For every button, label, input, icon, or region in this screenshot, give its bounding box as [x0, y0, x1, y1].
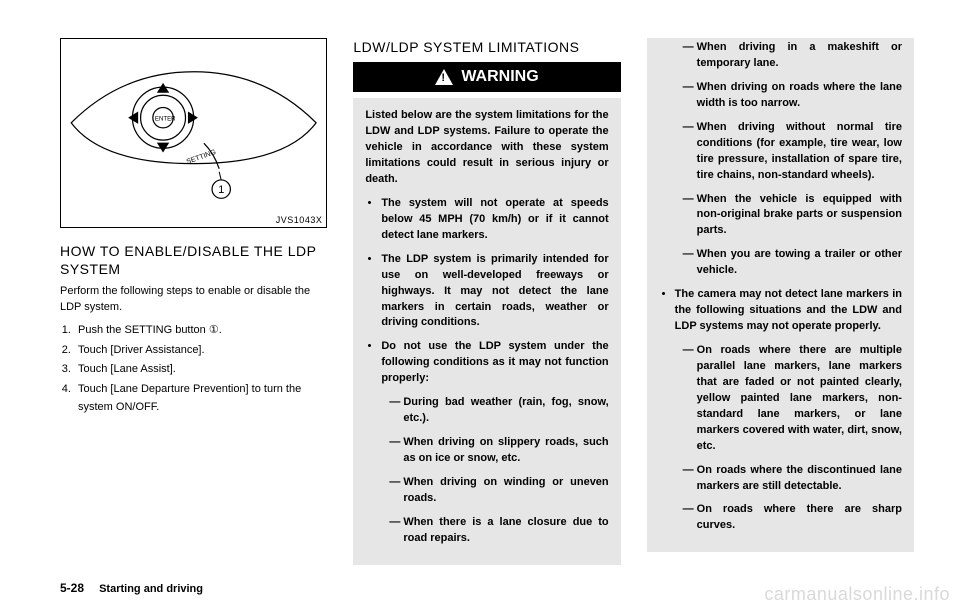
warning-bar: WARNING	[353, 62, 620, 92]
svg-text:1: 1	[218, 184, 224, 196]
step-item: Touch [Lane Assist].	[74, 361, 327, 379]
dash-item: When the vehicle is equipped with non-or…	[683, 192, 902, 240]
dash-item: When driving on slippery roads, such as …	[389, 435, 608, 467]
column-right: When driving in a makeshift or temporary…	[647, 38, 914, 558]
warning-icon	[435, 69, 453, 85]
column-left: ENTER SETTING 1 JVS1043X HOW TO ENABLE/D…	[60, 38, 327, 558]
dash-item: When driving on roads where the lane wid…	[683, 80, 902, 112]
step-item: Touch [Driver Assistance].	[74, 342, 327, 360]
bullet-item: The system will not operate at speeds be…	[381, 196, 608, 244]
col2-bullets: The system will not operate at speeds be…	[381, 196, 608, 547]
col3-bullet2: The camera may not detect lane markers i…	[675, 287, 902, 534]
dash-item: When you are towing a trailer or other v…	[683, 247, 902, 279]
bullet-item: Do not use the LDP system under the foll…	[381, 339, 608, 546]
dash-item: On roads where there are sharp curves.	[683, 502, 902, 534]
illustration-svg: ENTER SETTING 1	[61, 39, 326, 227]
col3-bottom-dashes: On roads where there are multiple parall…	[683, 343, 902, 534]
warning-intro: Listed below are the system limitations …	[365, 108, 608, 188]
col2-dashes: During bad weather (rain, fog, snow, etc…	[389, 395, 608, 547]
col3-top-dashes: When driving in a makeshift or temporary…	[683, 40, 902, 279]
col2-heading: LDW/LDP SYSTEM LIMITATIONS	[353, 38, 620, 56]
col1-steps: Push the SETTING button ①. Touch [Driver…	[74, 322, 327, 416]
warning-label: WARNING	[461, 68, 538, 86]
dash-item: When there is a lane closure due to road…	[389, 515, 608, 547]
dash-item: When driving on winding or uneven roads.	[389, 475, 608, 507]
watermark: carmanualsonline.info	[764, 584, 950, 605]
bullet-text: The camera may not detect lane markers i…	[675, 288, 902, 332]
step-item: Touch [Lane Departure Prevention] to tur…	[74, 381, 327, 416]
step-item: Push the SETTING button ①.	[74, 322, 327, 340]
dash-item: On roads where the discontinued lane mar…	[683, 463, 902, 495]
page-footer: 5-28 Starting and driving	[60, 581, 203, 595]
bullet-item: The camera may not detect lane markers i…	[675, 287, 902, 534]
page-number: 5-28	[60, 581, 84, 595]
col1-heading: HOW TO ENABLE/DISABLE THE LDP SYSTEM	[60, 242, 327, 278]
dash-item: During bad weather (rain, fog, snow, etc…	[389, 395, 608, 427]
warning-block-col2: Listed below are the system limitations …	[353, 98, 620, 565]
three-column-layout: ENTER SETTING 1 JVS1043X HOW TO ENABLE/D…	[60, 38, 914, 558]
col1-intro: Perform the following steps to enable or…	[60, 284, 327, 316]
steering-wheel-illustration: ENTER SETTING 1 JVS1043X	[60, 38, 327, 228]
dash-item: On roads where there are multiple parall…	[683, 343, 902, 455]
column-middle: LDW/LDP SYSTEM LIMITATIONS WARNING Liste…	[353, 38, 620, 558]
dash-item: When driving in a makeshift or temporary…	[683, 40, 902, 72]
dash-item: When driving without normal tire conditi…	[683, 120, 902, 184]
svg-text:ENTER: ENTER	[155, 116, 176, 123]
warning-block-col3: When driving in a makeshift or temporary…	[647, 38, 914, 552]
section-title: Starting and driving	[99, 583, 203, 595]
manual-page: ENTER SETTING 1 JVS1043X HOW TO ENABLE/D…	[0, 0, 960, 611]
bullet-text: Do not use the LDP system under the foll…	[381, 340, 608, 384]
illustration-code: JVS1043X	[276, 215, 323, 225]
bullet-item: The LDP system is primarily intended for…	[381, 252, 608, 332]
